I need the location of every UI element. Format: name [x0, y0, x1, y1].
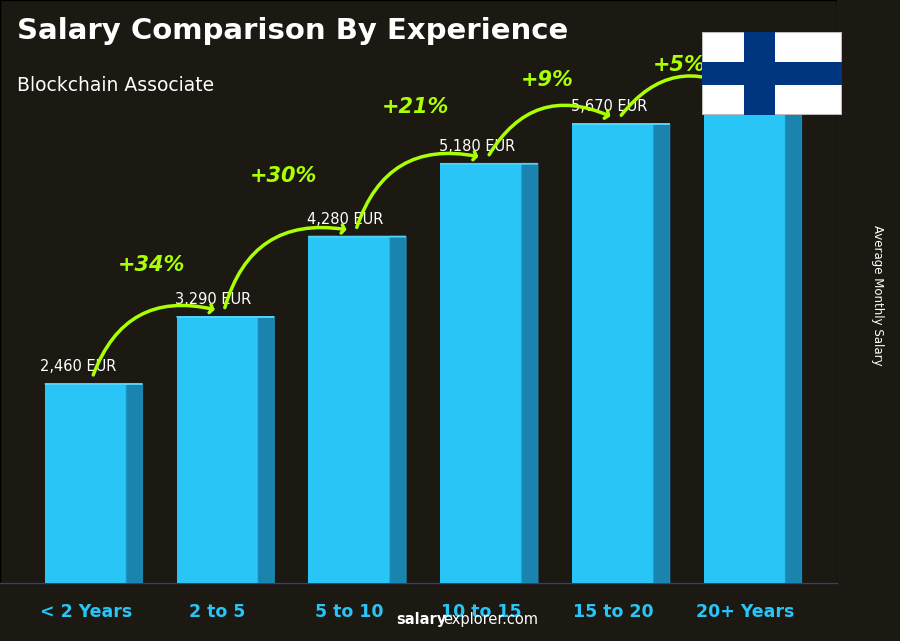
Bar — [743, 32, 775, 115]
Polygon shape — [391, 237, 406, 583]
Text: +34%: +34% — [118, 254, 185, 274]
Text: +30%: +30% — [249, 166, 317, 187]
Polygon shape — [258, 317, 274, 583]
Text: +5%: +5% — [652, 54, 706, 74]
Text: explorer.com: explorer.com — [443, 612, 538, 627]
Polygon shape — [522, 163, 538, 583]
Text: 4,280 EUR: 4,280 EUR — [307, 212, 383, 227]
FancyBboxPatch shape — [176, 317, 258, 583]
FancyBboxPatch shape — [309, 237, 391, 583]
Text: 2,460 EUR: 2,460 EUR — [40, 360, 116, 374]
Text: 5,960 EUR: 5,960 EUR — [703, 76, 778, 91]
FancyBboxPatch shape — [572, 124, 653, 583]
Polygon shape — [653, 124, 670, 583]
FancyBboxPatch shape — [704, 101, 786, 583]
Text: 5,670 EUR: 5,670 EUR — [571, 99, 647, 114]
Text: +9%: +9% — [520, 70, 573, 90]
FancyBboxPatch shape — [0, 0, 837, 583]
Text: 5,180 EUR: 5,180 EUR — [439, 139, 515, 154]
Text: Blockchain Associate: Blockchain Associate — [17, 76, 214, 95]
Polygon shape — [786, 101, 801, 583]
Text: Salary Comparison By Experience: Salary Comparison By Experience — [17, 17, 568, 46]
Bar — [702, 62, 842, 85]
Polygon shape — [127, 384, 142, 583]
Text: 3,290 EUR: 3,290 EUR — [176, 292, 252, 307]
FancyBboxPatch shape — [45, 384, 127, 583]
Text: salary: salary — [396, 612, 446, 627]
Text: Average Monthly Salary: Average Monthly Salary — [871, 224, 884, 365]
FancyBboxPatch shape — [440, 163, 522, 583]
Text: +21%: +21% — [382, 97, 449, 117]
